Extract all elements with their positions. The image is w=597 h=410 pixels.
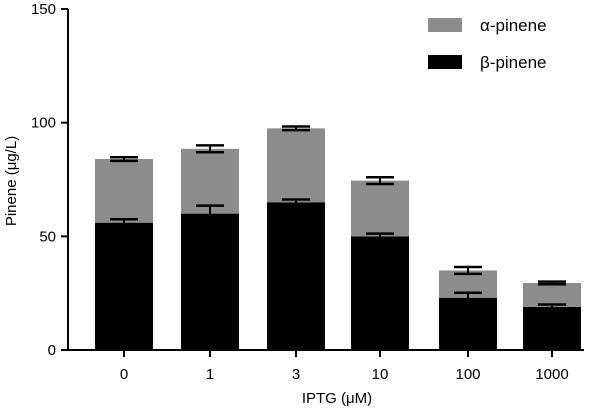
error-bar-beta-100 bbox=[454, 291, 482, 304]
legend: α-pinene β-pinene bbox=[428, 16, 547, 72]
bar-beta-pinene-100 bbox=[439, 297, 497, 350]
error-bar-alpha-3 bbox=[282, 125, 310, 132]
legend-swatch-alpha-pinene bbox=[428, 18, 462, 32]
x-axis-ticks: 0 1 3 10 100 1000 bbox=[120, 350, 569, 383]
axes bbox=[67, 9, 584, 351]
bar-beta-pinene-1 bbox=[181, 213, 239, 350]
bar-alpha-pinene-1000 bbox=[523, 282, 581, 307]
error-bar-alpha-1 bbox=[196, 144, 224, 154]
y-axis-label: Pinene (μg/L) bbox=[3, 136, 20, 226]
bar-alpha-pinene-3 bbox=[267, 128, 325, 203]
error-bar-alpha-0 bbox=[110, 155, 138, 163]
y-tick-label: 150 bbox=[31, 1, 56, 18]
error-bar-alpha-10 bbox=[366, 175, 394, 186]
y-tick-label: 0 bbox=[48, 342, 56, 359]
x-tick-label-100: 100 bbox=[455, 366, 480, 383]
x-axis-label: IPTG (μM) bbox=[302, 390, 372, 407]
y-tick-label: 100 bbox=[31, 115, 56, 132]
x-tick-label-0: 0 bbox=[120, 366, 128, 383]
error-bar-beta-1000 bbox=[538, 303, 566, 311]
error-bar-alpha-100 bbox=[454, 265, 482, 276]
plot-area bbox=[95, 128, 581, 350]
x-tick-label-1000: 1000 bbox=[535, 366, 568, 383]
bar-beta-pinene-0 bbox=[95, 222, 153, 350]
x-tick-label-10: 10 bbox=[372, 366, 389, 383]
error-bar-beta-3 bbox=[282, 198, 310, 207]
error-bar-beta-1 bbox=[196, 204, 224, 223]
legend-swatch-beta-pinene bbox=[428, 55, 462, 69]
x-tick-label-3: 3 bbox=[292, 366, 300, 383]
error-bar-beta-10 bbox=[366, 232, 394, 241]
bar-beta-pinene-10 bbox=[351, 236, 409, 350]
error-bar-beta-0 bbox=[110, 218, 138, 228]
bar-alpha-pinene-1 bbox=[181, 148, 239, 214]
bar-beta-pinene-3 bbox=[267, 202, 325, 350]
bar-alpha-pinene-10 bbox=[351, 180, 409, 237]
error-bars bbox=[110, 125, 566, 311]
error-bar-alpha-1000 bbox=[538, 280, 566, 286]
legend-label-beta-pinene: β-pinene bbox=[480, 53, 547, 72]
bar-beta-pinene-1000 bbox=[523, 306, 581, 350]
bar-alpha-pinene-0 bbox=[95, 159, 153, 223]
y-axis-ticks: 0 50 100 150 bbox=[31, 1, 68, 359]
y-tick-label: 50 bbox=[39, 228, 56, 245]
x-tick-label-1: 1 bbox=[206, 366, 214, 383]
legend-label-alpha-pinene: α-pinene bbox=[480, 16, 547, 35]
